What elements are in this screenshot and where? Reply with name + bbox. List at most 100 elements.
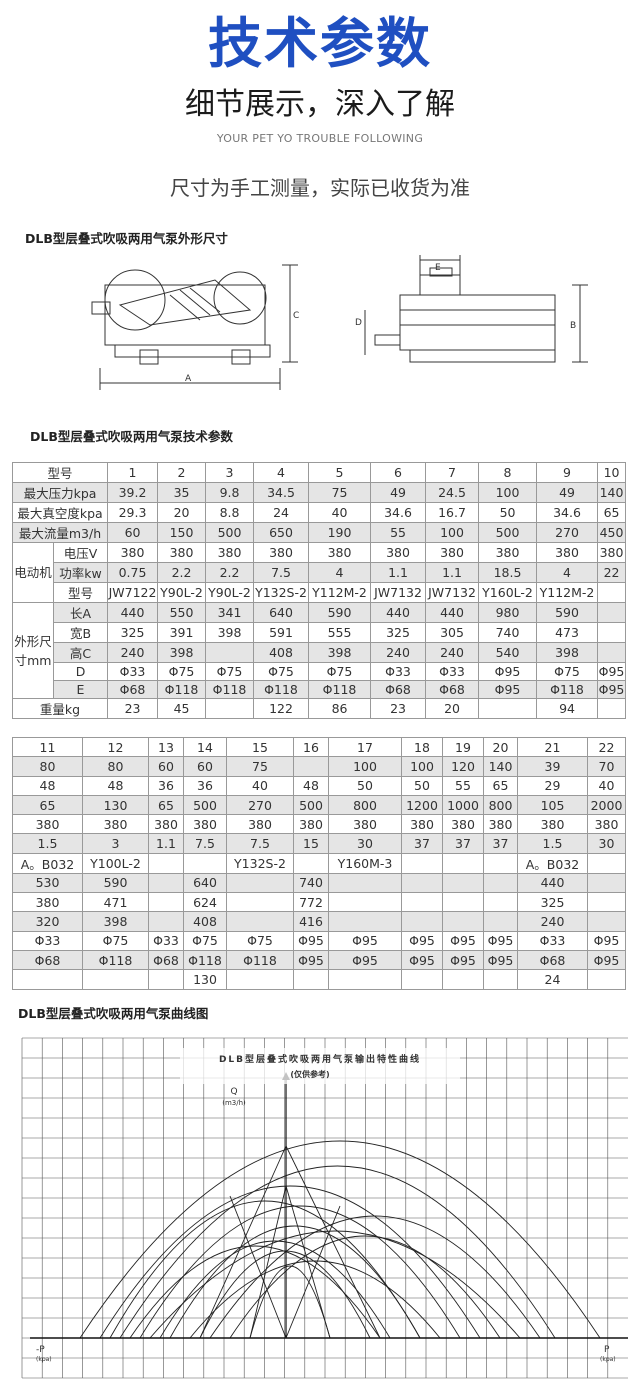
table-cell: 624 (183, 892, 227, 913)
table-cell: 140 (483, 756, 518, 777)
table-cell: Y132S-2 (226, 852, 294, 874)
table-row: 1.5 3 1.1 7.5 7.5 15 30 37 37 37 1.5 30 (12, 833, 626, 854)
table-cell: 270 (226, 794, 294, 816)
table-cell (82, 969, 149, 990)
table-cell: 341 (205, 602, 255, 623)
table-cell: 39.2 (107, 482, 159, 503)
table-cell: 440 (370, 602, 427, 623)
table-cell: Φ68 (425, 680, 480, 699)
table-row-header: 11 12 13 14 15 16 17 18 19 20 21 22 (12, 736, 626, 758)
table-cell: A。B032 (517, 852, 588, 874)
table-cell: 380 (587, 814, 626, 835)
table-cell: 100 (478, 482, 538, 503)
table-cell: 450 (597, 522, 627, 543)
table-cell: Φ95 (328, 949, 402, 971)
curve-line (249, 1185, 287, 1339)
table-cell: 2000 (587, 794, 626, 816)
model-cell: 19 (442, 736, 484, 758)
table-cell: Φ68 (370, 680, 427, 699)
curve-line (209, 1215, 541, 1339)
table-cell: Φ118 (253, 680, 310, 699)
table-cell: 15 (293, 833, 329, 854)
label-c: C (293, 311, 299, 321)
table-cell: 37 (483, 833, 518, 854)
table-cell: 36 (148, 775, 184, 796)
table-cell (587, 969, 626, 990)
table-cell: Y160L-2 (478, 582, 538, 603)
table-cell: Y132S-2 (253, 582, 310, 603)
table-cell (442, 969, 484, 990)
table-cell: 30 (587, 833, 626, 854)
table-cell: 37 (442, 833, 484, 854)
table-cell: 471 (82, 892, 149, 913)
table-cell: Φ95 (478, 662, 538, 681)
table-cell: A。B032 (12, 852, 83, 874)
row-label: D (52, 662, 109, 681)
table-row: 电动机 电压V 380 380 380 380 380 380 380 380 380 380 (12, 542, 627, 603)
table-row: 320 398 408 416 240 (12, 911, 626, 932)
model-cell: 15 (226, 736, 294, 758)
row-label: 重量kg (11, 698, 109, 719)
model-cell: 21 (517, 736, 588, 758)
table-cell: JW7122 (107, 582, 159, 603)
table-cell: 380 (148, 814, 184, 835)
table-cell: Φ95 (597, 680, 627, 699)
chart-subtitle: (仅供参考) (290, 1069, 329, 1079)
model-cell: 5 (308, 462, 372, 483)
table-cell: Φ95 (483, 949, 518, 971)
table-cell (293, 969, 329, 990)
table-cell: Φ95 (401, 949, 443, 971)
chart-curves (79, 1140, 601, 1339)
table-cell: Φ75 (82, 930, 149, 951)
table-cell (401, 872, 443, 894)
table-cell: 640 (253, 602, 310, 623)
table-cell (205, 698, 255, 719)
table-cell: 408 (183, 911, 227, 932)
table-cell (597, 642, 627, 663)
table-cell: Φ95 (597, 662, 627, 681)
table-cell (148, 892, 184, 913)
table-cell (483, 911, 518, 932)
curve-line (79, 1140, 601, 1339)
table-cell (442, 852, 484, 874)
table-cell: Φ68 (12, 949, 83, 971)
chart-grid (21, 1037, 628, 1379)
table-cell: 23 (107, 698, 159, 719)
model-cell: 9 (536, 462, 599, 483)
curve-line (189, 1260, 441, 1339)
table-cell: 380 (597, 542, 627, 563)
table-cell: 391 (157, 622, 207, 643)
table-cell: 740 (293, 872, 329, 894)
table-cell: Φ75 (536, 662, 599, 681)
table-cell: 590 (82, 872, 149, 894)
table-cell: 0.75 (107, 562, 159, 583)
page-title: 技术参数 (208, 12, 432, 75)
table-cell: 772 (293, 892, 329, 913)
table-cell: 1.1 (425, 562, 480, 583)
table-row: 80 80 60 60 75 100 100 120 140 39 70 (12, 756, 626, 777)
model-cell: 3 (205, 462, 255, 483)
table-cell: 800 (483, 794, 518, 816)
table-cell (148, 852, 184, 874)
table-cell: 380 (425, 542, 480, 563)
table-cell: 380 (12, 892, 83, 913)
table-cell: 380 (157, 542, 207, 563)
model-cell: 22 (587, 736, 626, 758)
row-label: 功率kw (52, 562, 109, 583)
table-cell: 18.5 (478, 562, 538, 583)
model-cell: 17 (328, 736, 402, 758)
table-cell (293, 756, 329, 777)
table-cell: Φ118 (226, 949, 294, 971)
table-cell: 325 (370, 622, 427, 643)
table-cell: 380 (82, 814, 149, 835)
table-cell: 55 (442, 775, 484, 796)
table-cell (597, 698, 627, 719)
label-b: B (570, 321, 576, 331)
size-group-label: 外形尺寸mm (12, 602, 54, 699)
measurement-note: 尺寸为手工测量，实际已收货为准 (170, 176, 470, 200)
table-cell: Φ33 (425, 662, 480, 681)
table-cell: 500 (293, 794, 329, 816)
table-cell: 29 (517, 775, 588, 796)
table-cell: 240 (370, 642, 427, 663)
curve-line (129, 1245, 381, 1339)
